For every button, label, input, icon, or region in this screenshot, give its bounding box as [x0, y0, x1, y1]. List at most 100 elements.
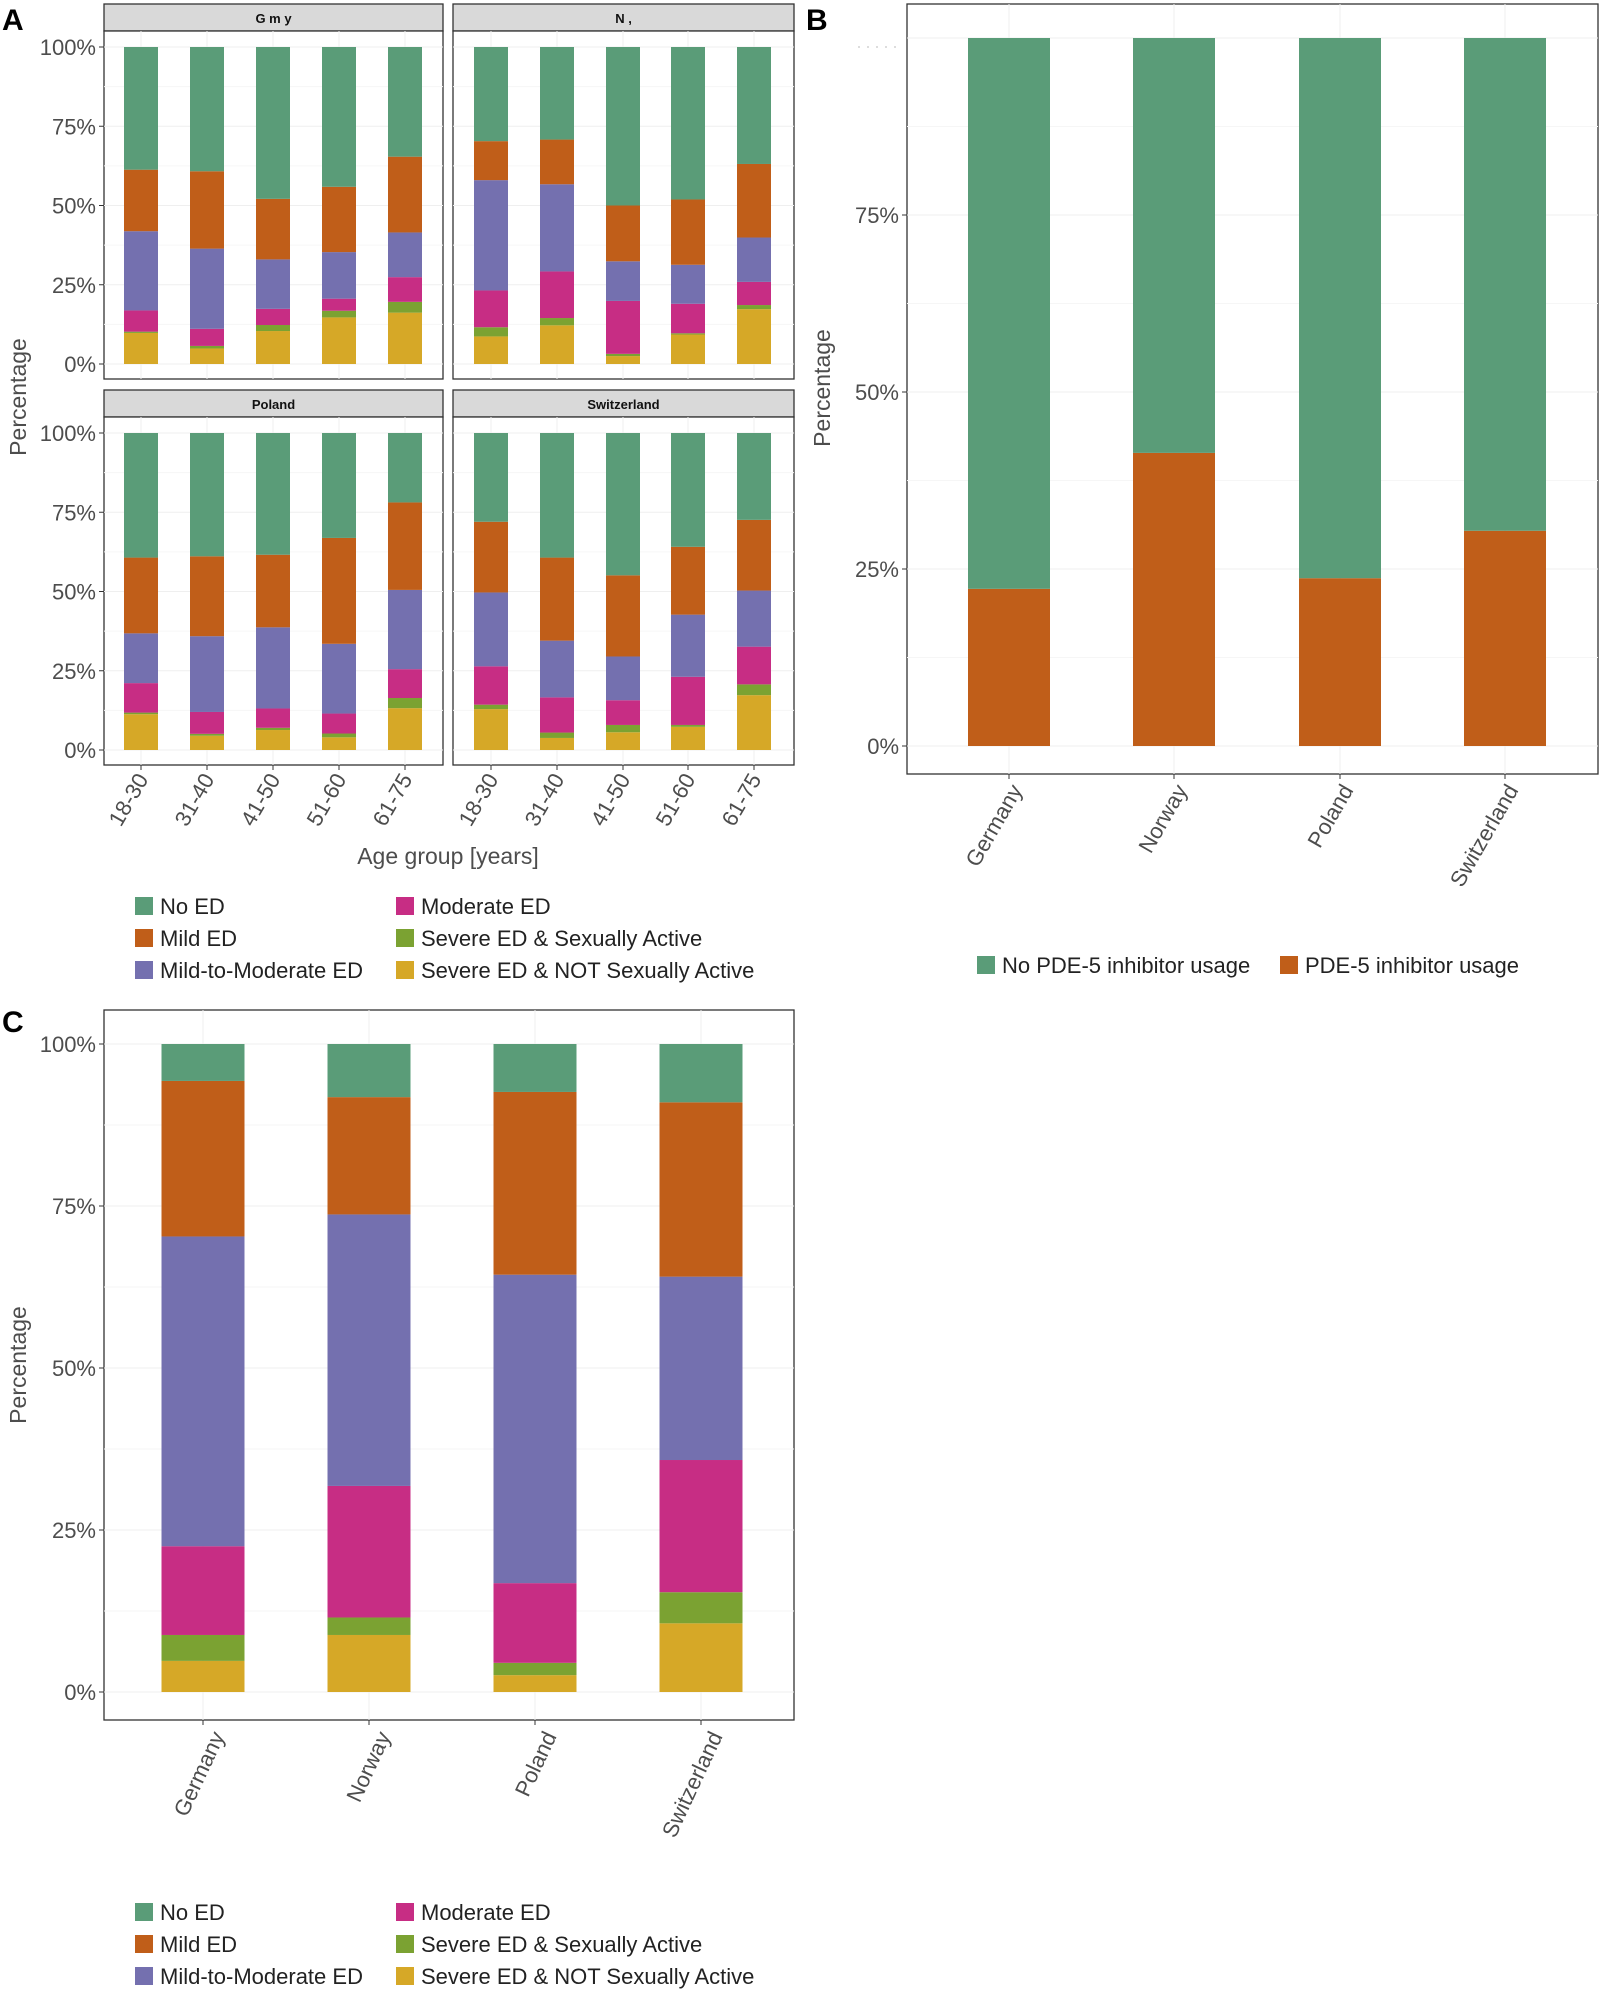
bar-segment [671, 199, 705, 265]
bar-segment [256, 47, 290, 199]
bar-segment [606, 205, 640, 262]
bar-segment [322, 643, 356, 714]
facet-panel [452, 30, 795, 380]
bar-segment [1299, 38, 1381, 579]
bar-segment [493, 1274, 577, 1584]
bar-segment [671, 546, 705, 615]
facet-strip [103, 3, 444, 32]
legend-swatch [977, 956, 995, 974]
bar-segment [124, 433, 158, 558]
bar-segment [190, 348, 224, 364]
bar-segment [540, 184, 574, 272]
bar-segment [737, 590, 771, 647]
bar-segment [474, 180, 508, 291]
bar-segment [493, 1044, 577, 1092]
bar-segment [388, 589, 422, 670]
bar-segment [737, 433, 771, 520]
facet-strip-label: Poland [252, 397, 295, 412]
bar-segment [968, 38, 1050, 589]
bar-segment [737, 519, 771, 591]
bar-segment [327, 1097, 411, 1215]
bar-segment [474, 290, 508, 328]
bar-segment [1464, 530, 1546, 746]
legend-label: Severe ED & NOT Sexually Active [421, 1964, 754, 1989]
legend-swatch [135, 1967, 153, 1985]
bar-segment [737, 646, 771, 685]
legend-label: PDE-5 inhibitor usage [1305, 953, 1519, 978]
x-tick-label: 61-75 [717, 769, 767, 830]
bar-segment [540, 47, 574, 140]
y-tick-label: 0% [64, 1680, 96, 1705]
legend-swatch [396, 929, 414, 947]
x-tick-label: 31-40 [520, 769, 570, 830]
bar-segment [124, 633, 158, 684]
facet-strip-label: Switzerland [587, 397, 659, 412]
y-tick-label: 0% [64, 738, 96, 763]
bar-segment [671, 47, 705, 200]
bar-segment [161, 1546, 245, 1635]
x-tick-label: 18-30 [104, 769, 154, 830]
bar-segment [671, 264, 705, 304]
facet-strip [452, 389, 795, 418]
y-tick-label: 50% [52, 194, 96, 219]
bar-segment [606, 300, 640, 354]
x-tick-label: 51-60 [651, 769, 701, 830]
bar-segment [388, 232, 422, 278]
bar-segment [606, 353, 640, 357]
bar-segment [124, 683, 158, 713]
bar-segment [540, 557, 574, 641]
legend: No PDE-5 inhibitor usage PDE-5 inhibitor … [977, 953, 1519, 978]
legend-swatch [396, 961, 414, 979]
legend-swatch [396, 897, 414, 915]
bar-segment [124, 332, 158, 364]
legend-swatch [396, 1903, 414, 1921]
bar-segment [190, 171, 224, 249]
bar-segment [124, 557, 158, 634]
bar-segment [256, 325, 290, 332]
x-tick-label: 41-50 [236, 769, 286, 830]
bar-segment [161, 1044, 245, 1081]
y-tick-label: 50% [855, 380, 899, 405]
x-tick-label: 61-75 [368, 769, 418, 830]
bar-segment [540, 640, 574, 698]
bar-segment [1133, 38, 1215, 453]
bar-segment [474, 521, 508, 593]
bar-segment [474, 709, 508, 750]
bar-segment [161, 1236, 245, 1547]
bar-segment [968, 588, 1050, 746]
bar-segment [256, 308, 290, 326]
bar-segment [322, 252, 356, 299]
bar-segment [659, 1460, 743, 1593]
bar-segment [606, 656, 640, 701]
legend-label: Mild-to-Moderate ED [160, 958, 363, 983]
bar-segment [540, 271, 574, 319]
bar-segment [256, 198, 290, 260]
legend-label: Severe ED & Sexually Active [421, 926, 702, 951]
legend-swatch [396, 1935, 414, 1953]
bar-segment [606, 261, 640, 301]
bar-segment [190, 328, 224, 346]
bar-segment [671, 676, 705, 725]
bar-segment [659, 1102, 743, 1277]
x-tick-label: Poland [510, 1728, 562, 1801]
bar-segment [322, 47, 356, 187]
y-axis-title: Percentage [5, 1306, 31, 1424]
panel-c: 0% 25% 50% 75% 100% Germany Norway Poland Switze… [40, 1009, 795, 1841]
bar-segment [190, 433, 224, 557]
bar-segment [540, 697, 574, 733]
bar-segment [606, 356, 640, 364]
facet-strip-label: N , [615, 11, 632, 26]
bar-segment [256, 554, 290, 628]
legend: No ED Mild ED Mild-to-Moderate ED Moderate … [135, 894, 754, 983]
bar-segment [124, 331, 158, 333]
bar-segment [540, 737, 574, 750]
bar-segment [388, 433, 422, 503]
bar-segment [388, 301, 422, 313]
y-tick-label: 75% [52, 114, 96, 139]
bar-segment [671, 303, 705, 334]
bar-segment [671, 433, 705, 547]
bar-segment [190, 248, 224, 329]
facet-strip-label: G m y [255, 11, 292, 26]
panel-label-a: A [2, 4, 24, 37]
bar-segment [322, 737, 356, 750]
